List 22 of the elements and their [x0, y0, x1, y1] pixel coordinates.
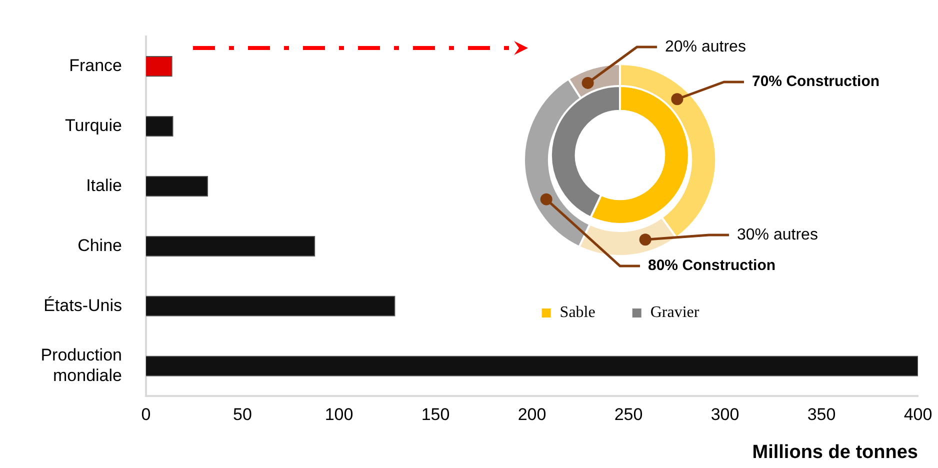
- y-tick-label: Turquie: [64, 116, 122, 135]
- x-axis-title: Millions de tonnes: [752, 442, 918, 463]
- x-tick-label: 200: [518, 404, 546, 424]
- legend-label: Gravier: [650, 304, 700, 322]
- y-tick-label: États-Unis: [44, 296, 122, 315]
- x-tick-label: 150: [421, 404, 450, 424]
- slice-label: 70% Construction: [752, 73, 880, 90]
- y-tick-label: Chine: [78, 236, 122, 255]
- x-tick-label: 50: [233, 404, 252, 424]
- x-tick-label: 100: [324, 404, 354, 424]
- x-tick-label: 350: [807, 404, 836, 424]
- y-tick-label: Italie: [86, 176, 122, 195]
- x-tick-label: 0: [141, 404, 151, 424]
- slice-label: 80% Construction: [648, 257, 776, 274]
- y-tick-label: Production mondiale: [40, 346, 122, 385]
- slice-label: 20% autres: [665, 38, 746, 56]
- x-tick-label: 300: [710, 404, 740, 424]
- x-tick-label: 400: [904, 404, 932, 424]
- x-tick-label: 250: [614, 404, 643, 424]
- slice-label: 30% autres: [737, 226, 818, 244]
- y-tick-label: France: [69, 56, 122, 76]
- legend-label: Sable: [560, 304, 596, 322]
